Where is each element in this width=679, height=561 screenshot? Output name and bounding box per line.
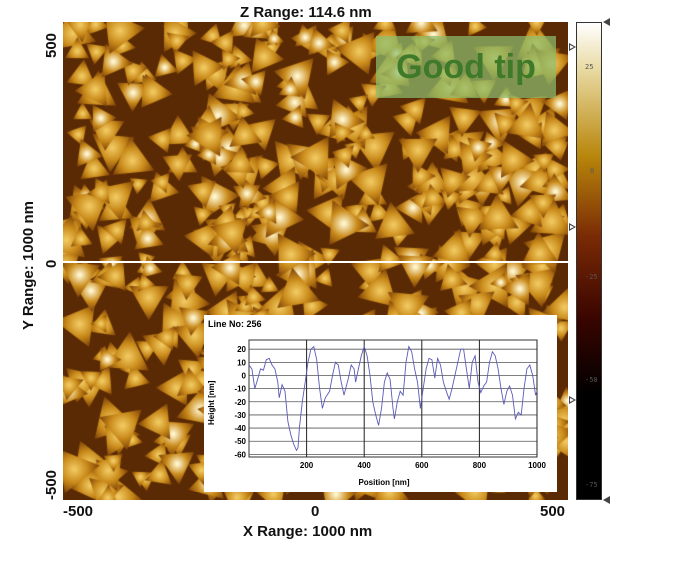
line-profile-chart: Line No: 256 Height [nm] Position [nm] 2… [207,319,546,487]
y-tick-label: -20 [234,398,246,407]
x-tick-label: 800 [473,461,487,470]
y-tick-neg500: -500 [43,469,60,500]
colorbar-bottom-handle[interactable] [603,496,610,504]
good-tip-annotation: Good tip [376,36,556,98]
colorbar-tick: -25 [585,273,598,281]
y-tick-label: -30 [234,411,246,420]
plot-area [248,339,538,458]
x-range-label: X Range: 1000 nm [243,523,373,540]
colorbar-tick: -75 [585,481,598,489]
y-axis-label: Height [nm] [207,380,216,425]
colorbar [576,22,602,500]
colorbar-top-handle[interactable] [603,18,610,26]
x-axis-label: Position [nm] [358,478,409,487]
colorbar-tick: 25 [585,63,594,71]
scan-line-marker [63,261,568,263]
y-tick-500: 500 [43,32,60,58]
line-profile-inset: Line No: 256 Height [nm] Position [nm] 2… [204,315,557,492]
x-tick-0: 0 [311,503,320,520]
y-tick-label: -60 [234,450,246,459]
colorbar-marker-handle[interactable] [569,223,576,231]
y-tick-label: -40 [234,424,246,433]
x-tick-label: 1000 [528,461,546,470]
x-tick-label: 600 [415,461,429,470]
colorbar-tick: -50 [585,376,598,384]
colorbar-marker-handle[interactable] [569,43,576,51]
z-range-label: Z Range: 114.6 nm [240,4,372,21]
x-tick-neg500: -500 [63,503,94,520]
y-tick-label: 0 [242,371,247,380]
y-tick-label: 10 [237,358,246,367]
x-tick-label: 200 [300,461,314,470]
y-tick-label: -10 [234,385,246,394]
y-tick-label: -50 [234,437,246,446]
chart-title: Line No: 256 [208,319,262,329]
y-tick-label: 20 [237,345,246,354]
y-tick-0: 0 [43,259,60,268]
x-tick-label: 400 [358,461,372,470]
colorbar-tick: 0 [590,167,595,175]
colorbar-marker-handle[interactable] [569,396,576,404]
y-range-label: Y Range: 1000 nm [20,201,37,330]
height-profile-line [248,345,538,452]
x-tick-500: 500 [540,503,566,520]
